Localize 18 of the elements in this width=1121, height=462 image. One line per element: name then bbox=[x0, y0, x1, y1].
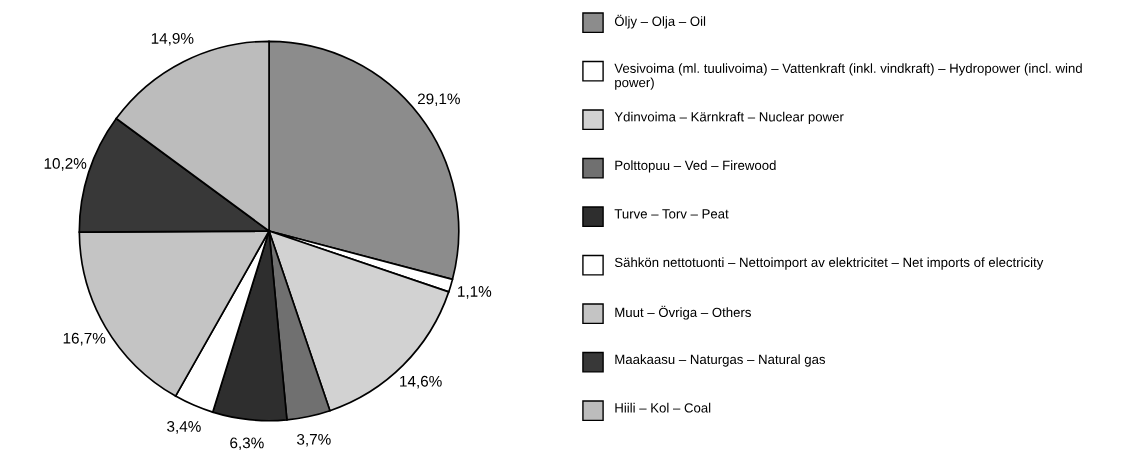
legend-label: Hiili – Kol – Coal bbox=[615, 402, 711, 413]
data-label: 3,4% bbox=[167, 421, 201, 434]
data-label: 16,7% bbox=[63, 332, 106, 346]
legend-label: Vesivoima (ml. tuulivoima) – Vattenkraft (inkl. vindkraft) – Hydropower (incl. wind power) bbox=[614, 63, 1082, 90]
data-label: 14,9% bbox=[151, 32, 194, 46]
legend-label: Polttopuu – Ved – Firewood bbox=[615, 160, 776, 173]
data-label: 29,1% bbox=[417, 93, 460, 107]
data-label: 1,1% bbox=[458, 286, 492, 299]
legend-label: Muut – Övriga – Others bbox=[615, 305, 751, 320]
legend-label: Turve – Torv – Peat bbox=[614, 209, 729, 219]
data-label: 6,3% bbox=[230, 437, 264, 451]
legend-label: Maakaasu – Naturgas – Natural gas bbox=[615, 354, 826, 367]
data-label: 14,6% bbox=[400, 375, 442, 389]
data-label: 10,2% bbox=[44, 158, 87, 171]
data-label: 3,7% bbox=[297, 433, 331, 447]
legend-label: Sähkön nettotuonti – Nettoimport av elektricitet – Net imports of electricity bbox=[614, 257, 1044, 270]
legend-label: Ydinvoima – Kärnkraft – Nuclear power bbox=[614, 111, 844, 125]
legend-label: Öljy – Olja – Oil bbox=[614, 14, 706, 29]
